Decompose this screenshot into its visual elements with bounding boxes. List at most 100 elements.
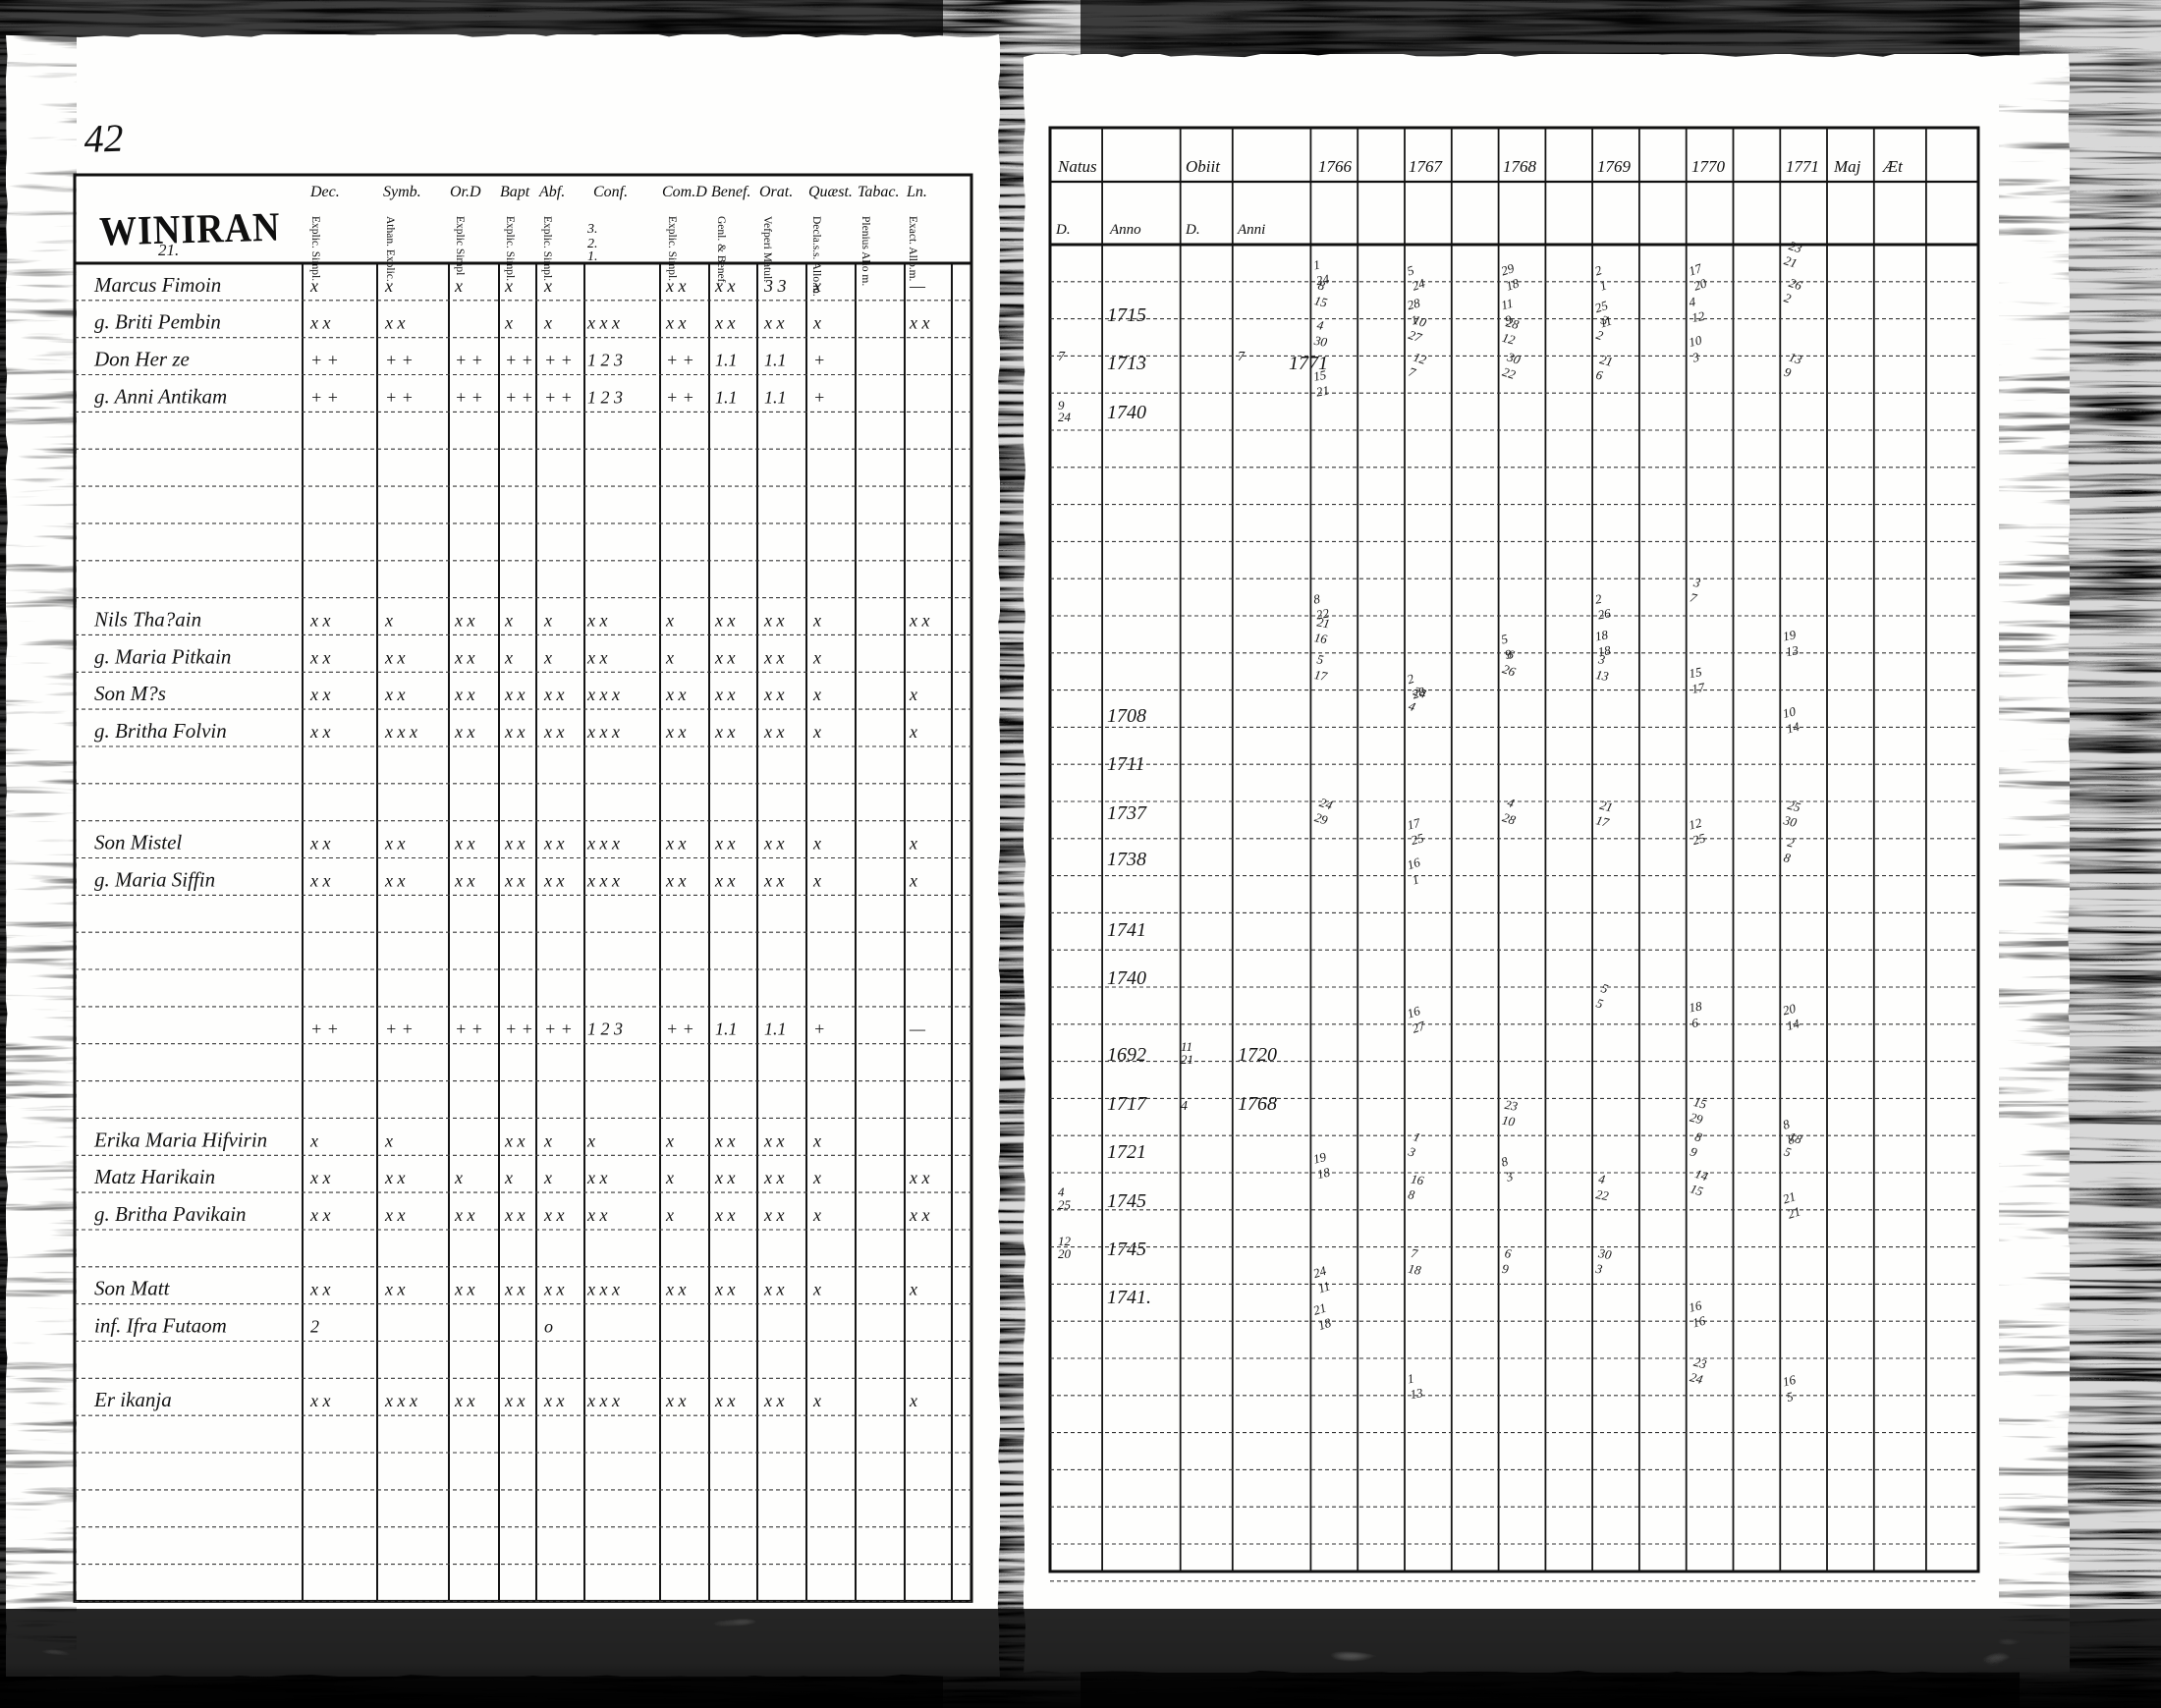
svg-text:x x: x x — [309, 1391, 330, 1410]
svg-text:5: 5 — [1785, 1389, 1795, 1405]
svg-text:21: 21 — [1786, 1203, 1802, 1221]
svg-text:29: 29 — [1313, 809, 1330, 827]
svg-text:x x: x x — [665, 870, 686, 890]
svg-text:x x: x x — [714, 610, 735, 630]
svg-text:x: x — [384, 1130, 393, 1150]
svg-text:12: 12 — [1501, 330, 1518, 348]
svg-text:x: x — [812, 1205, 821, 1225]
svg-text:x: x — [384, 610, 393, 630]
svg-text:18: 18 — [1315, 1164, 1332, 1182]
svg-text:30: 30 — [1781, 812, 1799, 830]
svg-text:6: 6 — [1594, 367, 1604, 383]
svg-text:1766: 1766 — [1318, 157, 1353, 176]
svg-text:+ +: + + — [666, 351, 694, 370]
svg-text:D.: D. — [1185, 222, 1200, 238]
svg-text:21: 21 — [1181, 1052, 1193, 1067]
svg-text:x x: x x — [384, 1205, 405, 1225]
svg-text:8: 8 — [1312, 591, 1321, 607]
svg-text:x: x — [543, 647, 552, 667]
svg-text:x: x — [812, 276, 821, 296]
svg-text:Ln.: Ln. — [906, 184, 927, 200]
svg-text:25: 25 — [1691, 830, 1708, 848]
svg-text:x x: x x — [665, 1280, 686, 1299]
svg-text:21.: 21. — [158, 241, 179, 259]
svg-text:1741.: 1741. — [1107, 1287, 1151, 1308]
svg-text:x x: x x — [714, 870, 735, 890]
svg-text:x: x — [543, 1130, 552, 1150]
svg-text:7: 7 — [1689, 589, 1698, 605]
svg-text:x x: x x — [454, 685, 474, 704]
svg-text:1737: 1737 — [1107, 802, 1147, 824]
svg-text:+ +: + + — [505, 387, 533, 407]
svg-text:26: 26 — [1501, 661, 1518, 679]
svg-text:x x: x x — [384, 870, 405, 890]
svg-text:1.1: 1.1 — [764, 387, 787, 407]
svg-text:x x: x x — [384, 313, 405, 333]
svg-text:x: x — [812, 870, 821, 890]
svg-text:x x: x x — [714, 1391, 735, 1410]
svg-text:1771: 1771 — [1786, 157, 1819, 176]
svg-text:10: 10 — [1781, 703, 1798, 721]
svg-text:x x: x x — [714, 276, 735, 296]
svg-text:3: 3 — [1406, 1143, 1417, 1160]
svg-text:3: 3 — [1691, 575, 1702, 590]
svg-text:x x: x x — [504, 1391, 525, 1410]
svg-text:+ +: + + — [455, 387, 483, 407]
svg-text:x x: x x — [504, 870, 525, 890]
svg-text:x x: x x — [763, 647, 784, 667]
svg-text:x: x — [909, 1391, 917, 1410]
svg-text:x x: x x — [309, 870, 330, 890]
svg-text:x: x — [504, 313, 513, 333]
svg-text:x x: x x — [763, 1168, 784, 1187]
svg-text:x: x — [543, 313, 552, 333]
svg-text:x x: x x — [763, 1391, 784, 1410]
svg-text:x: x — [309, 276, 318, 296]
svg-text:1745: 1745 — [1107, 1190, 1146, 1212]
svg-text:x x: x x — [665, 834, 686, 854]
svg-text:+ +: + + — [544, 1019, 573, 1039]
svg-text:x x: x x — [586, 1205, 607, 1225]
svg-text:9: 9 — [1689, 1144, 1699, 1160]
svg-text:Tabac.: Tabac. — [858, 184, 900, 200]
svg-text:Matz Harikain: Matz Harikain — [93, 1165, 215, 1188]
svg-text:Com.D: Com.D — [662, 184, 707, 200]
svg-text:18: 18 — [1594, 627, 1610, 643]
svg-text:x x x: x x x — [586, 685, 620, 704]
svg-text:x x: x x — [714, 1130, 735, 1150]
svg-text:x x: x x — [714, 834, 735, 854]
svg-text:x: x — [812, 610, 821, 630]
svg-text:6: 6 — [1504, 1245, 1513, 1261]
svg-text:x x x: x x x — [384, 1391, 417, 1410]
svg-text:Bapt: Bapt — [500, 184, 530, 200]
svg-text:Conf.: Conf. — [593, 184, 628, 200]
svg-text:+ +: + + — [505, 1019, 533, 1039]
svg-text:25: 25 — [1058, 1197, 1072, 1212]
svg-text:x x x: x x x — [586, 1391, 620, 1410]
svg-text:x x x: x x x — [586, 722, 620, 742]
svg-text:1 2 3: 1 2 3 — [587, 1019, 623, 1039]
svg-text:Nils Tha?ain: Nils Tha?ain — [93, 607, 201, 631]
svg-text:—: — — [909, 276, 926, 296]
svg-text:x x: x x — [763, 834, 784, 854]
svg-text:4: 4 — [1688, 294, 1696, 309]
svg-text:+ +: + + — [385, 1019, 414, 1039]
svg-text:1721: 1721 — [1107, 1141, 1146, 1163]
svg-text:12: 12 — [1690, 308, 1706, 325]
svg-text:Quæst.: Quæst. — [808, 184, 853, 200]
svg-text:x x: x x — [309, 834, 330, 854]
svg-text:g. Britha Pavikain: g. Britha Pavikain — [94, 1202, 247, 1226]
svg-text:x x: x x — [586, 610, 607, 630]
svg-text:Son Matt: Son Matt — [94, 1277, 171, 1300]
svg-text:x x: x x — [763, 870, 784, 890]
svg-text:x x: x x — [384, 1168, 405, 1187]
svg-text:25: 25 — [1410, 830, 1426, 848]
svg-text:15: 15 — [1688, 664, 1703, 681]
svg-text:x x: x x — [384, 834, 405, 854]
svg-text:x: x — [909, 722, 917, 742]
svg-text:x: x — [812, 685, 821, 704]
svg-text:Anni: Anni — [1237, 222, 1265, 238]
svg-text:22: 22 — [1595, 1186, 1611, 1203]
svg-text:16: 16 — [1688, 1297, 1704, 1315]
svg-text:1713: 1713 — [1107, 353, 1146, 374]
svg-text:x x: x x — [309, 610, 330, 630]
